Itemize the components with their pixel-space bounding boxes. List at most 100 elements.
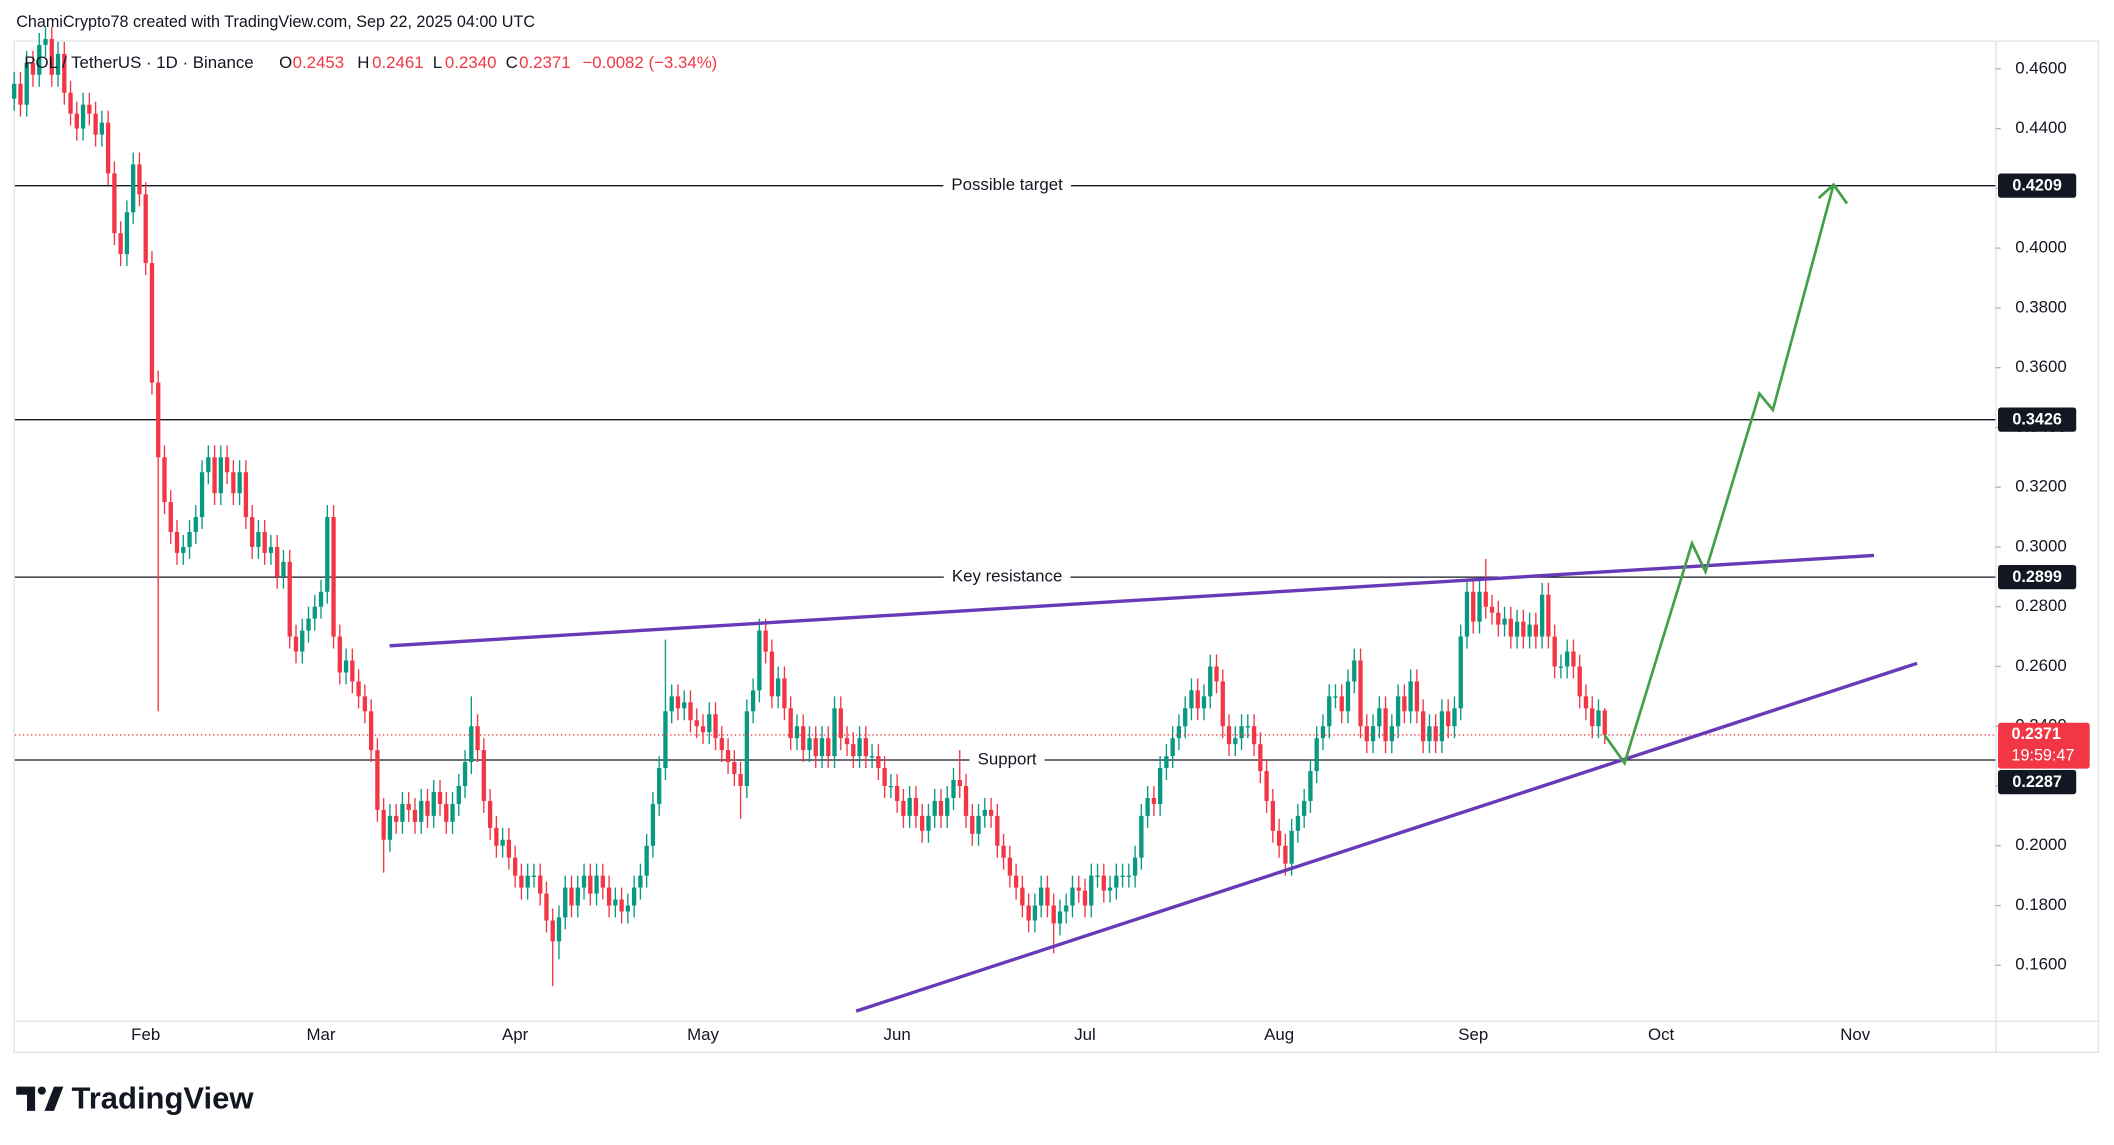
candle-body	[1314, 738, 1319, 772]
candle-body	[325, 517, 330, 592]
candle-body	[901, 800, 906, 816]
candle-body	[1577, 666, 1582, 697]
candle-body	[181, 546, 186, 553]
candle-body	[945, 797, 950, 816]
candle-body	[995, 815, 1000, 846]
candle-body	[1308, 771, 1313, 801]
candle-body	[49, 38, 54, 75]
candle-body	[713, 714, 718, 739]
candle-body	[569, 887, 574, 906]
candle-body	[1395, 696, 1401, 727]
candle-body	[1095, 875, 1100, 877]
candle-body	[93, 113, 98, 135]
level-label: Support	[978, 749, 1037, 768]
candle-body	[1339, 696, 1344, 712]
candle-body	[575, 887, 580, 906]
candle-body	[863, 738, 868, 757]
y-tick-label: 0.2000	[2015, 835, 2067, 854]
candle-body	[1320, 726, 1326, 739]
candle-body	[538, 875, 543, 894]
candle-body	[594, 875, 599, 894]
ohlc-key: H	[357, 53, 369, 72]
candle-body	[606, 887, 612, 906]
plot: Possible target Key resistance Support	[12, 26, 1996, 987]
candle-body	[387, 815, 393, 840]
candle-body	[1164, 756, 1169, 769]
candle-body	[1527, 624, 1532, 637]
candle-body	[218, 457, 223, 494]
candle-body	[469, 726, 474, 763]
candle-body	[1345, 681, 1351, 712]
candle-body	[1120, 875, 1125, 877]
candle-body	[1283, 845, 1288, 864]
candle-body	[187, 531, 192, 547]
candle-body	[619, 899, 624, 912]
candle-body	[356, 681, 361, 697]
candle-body	[926, 815, 931, 831]
level-label-bg	[943, 174, 1071, 197]
candle-body	[1596, 710, 1601, 727]
candle-body	[938, 800, 944, 816]
x-tick-label: Nov	[1840, 1025, 1871, 1044]
candle-body	[193, 517, 198, 532]
y-tick-label: 0.1600	[2015, 955, 2067, 974]
candle-body	[268, 546, 274, 553]
candle-body	[1214, 666, 1219, 682]
candle-body	[494, 827, 499, 846]
candle-body	[481, 750, 487, 801]
candle-body	[1026, 905, 1031, 921]
last-price-label: 0.2371	[2012, 725, 2061, 743]
candle-body	[12, 83, 17, 99]
candle-body	[300, 630, 305, 652]
candle-body	[55, 53, 61, 75]
candle-body	[99, 122, 105, 135]
candle-body	[394, 815, 399, 822]
candle-body	[544, 893, 549, 921]
candle-body	[1064, 905, 1069, 912]
candle-body	[224, 457, 230, 473]
candle-body	[331, 517, 336, 637]
candle-body	[531, 875, 537, 877]
candle-body	[1427, 726, 1432, 742]
candle-body	[675, 696, 681, 709]
ohlc-value: 0.2453	[293, 53, 345, 72]
candle-body	[1239, 726, 1244, 739]
candle-body	[807, 738, 812, 751]
candle-body	[124, 212, 130, 255]
candle-body	[732, 762, 737, 775]
candle-body	[1546, 594, 1551, 637]
candle-body	[406, 803, 411, 810]
candle-body	[118, 233, 123, 255]
level-label: Key resistance	[952, 567, 1062, 586]
candle-body	[882, 768, 887, 786]
candle-body	[1302, 800, 1307, 816]
candle-body	[1051, 905, 1056, 924]
candle-body	[1114, 875, 1119, 888]
level-badge-label: 0.2899	[2012, 568, 2061, 586]
arrow-head	[1817, 182, 1849, 205]
candle-body	[1439, 711, 1445, 742]
candle-body	[137, 164, 142, 195]
candle-body	[256, 531, 261, 547]
ohlc-value: 0.2461	[372, 53, 424, 72]
candle-body	[262, 531, 267, 553]
candle-body	[425, 800, 430, 816]
candle-body	[1045, 887, 1050, 906]
candle-body	[1032, 905, 1038, 921]
y-tick-label: 0.3800	[2015, 297, 2067, 316]
candle-body	[506, 839, 512, 858]
candle-body	[1201, 696, 1207, 709]
candle-body	[644, 845, 649, 876]
logo-mark	[44, 1086, 64, 1111]
candle-body	[700, 726, 706, 733]
candle-body	[1352, 660, 1357, 682]
candle-body	[894, 785, 900, 801]
candle-body	[932, 800, 937, 816]
candle-body	[1295, 815, 1301, 831]
candle-body	[1151, 797, 1157, 804]
level-badge-label: 0.4209	[2012, 177, 2061, 195]
candle-body	[37, 44, 42, 75]
candle-body	[738, 774, 743, 786]
x-tick-label: Jul	[1074, 1025, 1096, 1044]
